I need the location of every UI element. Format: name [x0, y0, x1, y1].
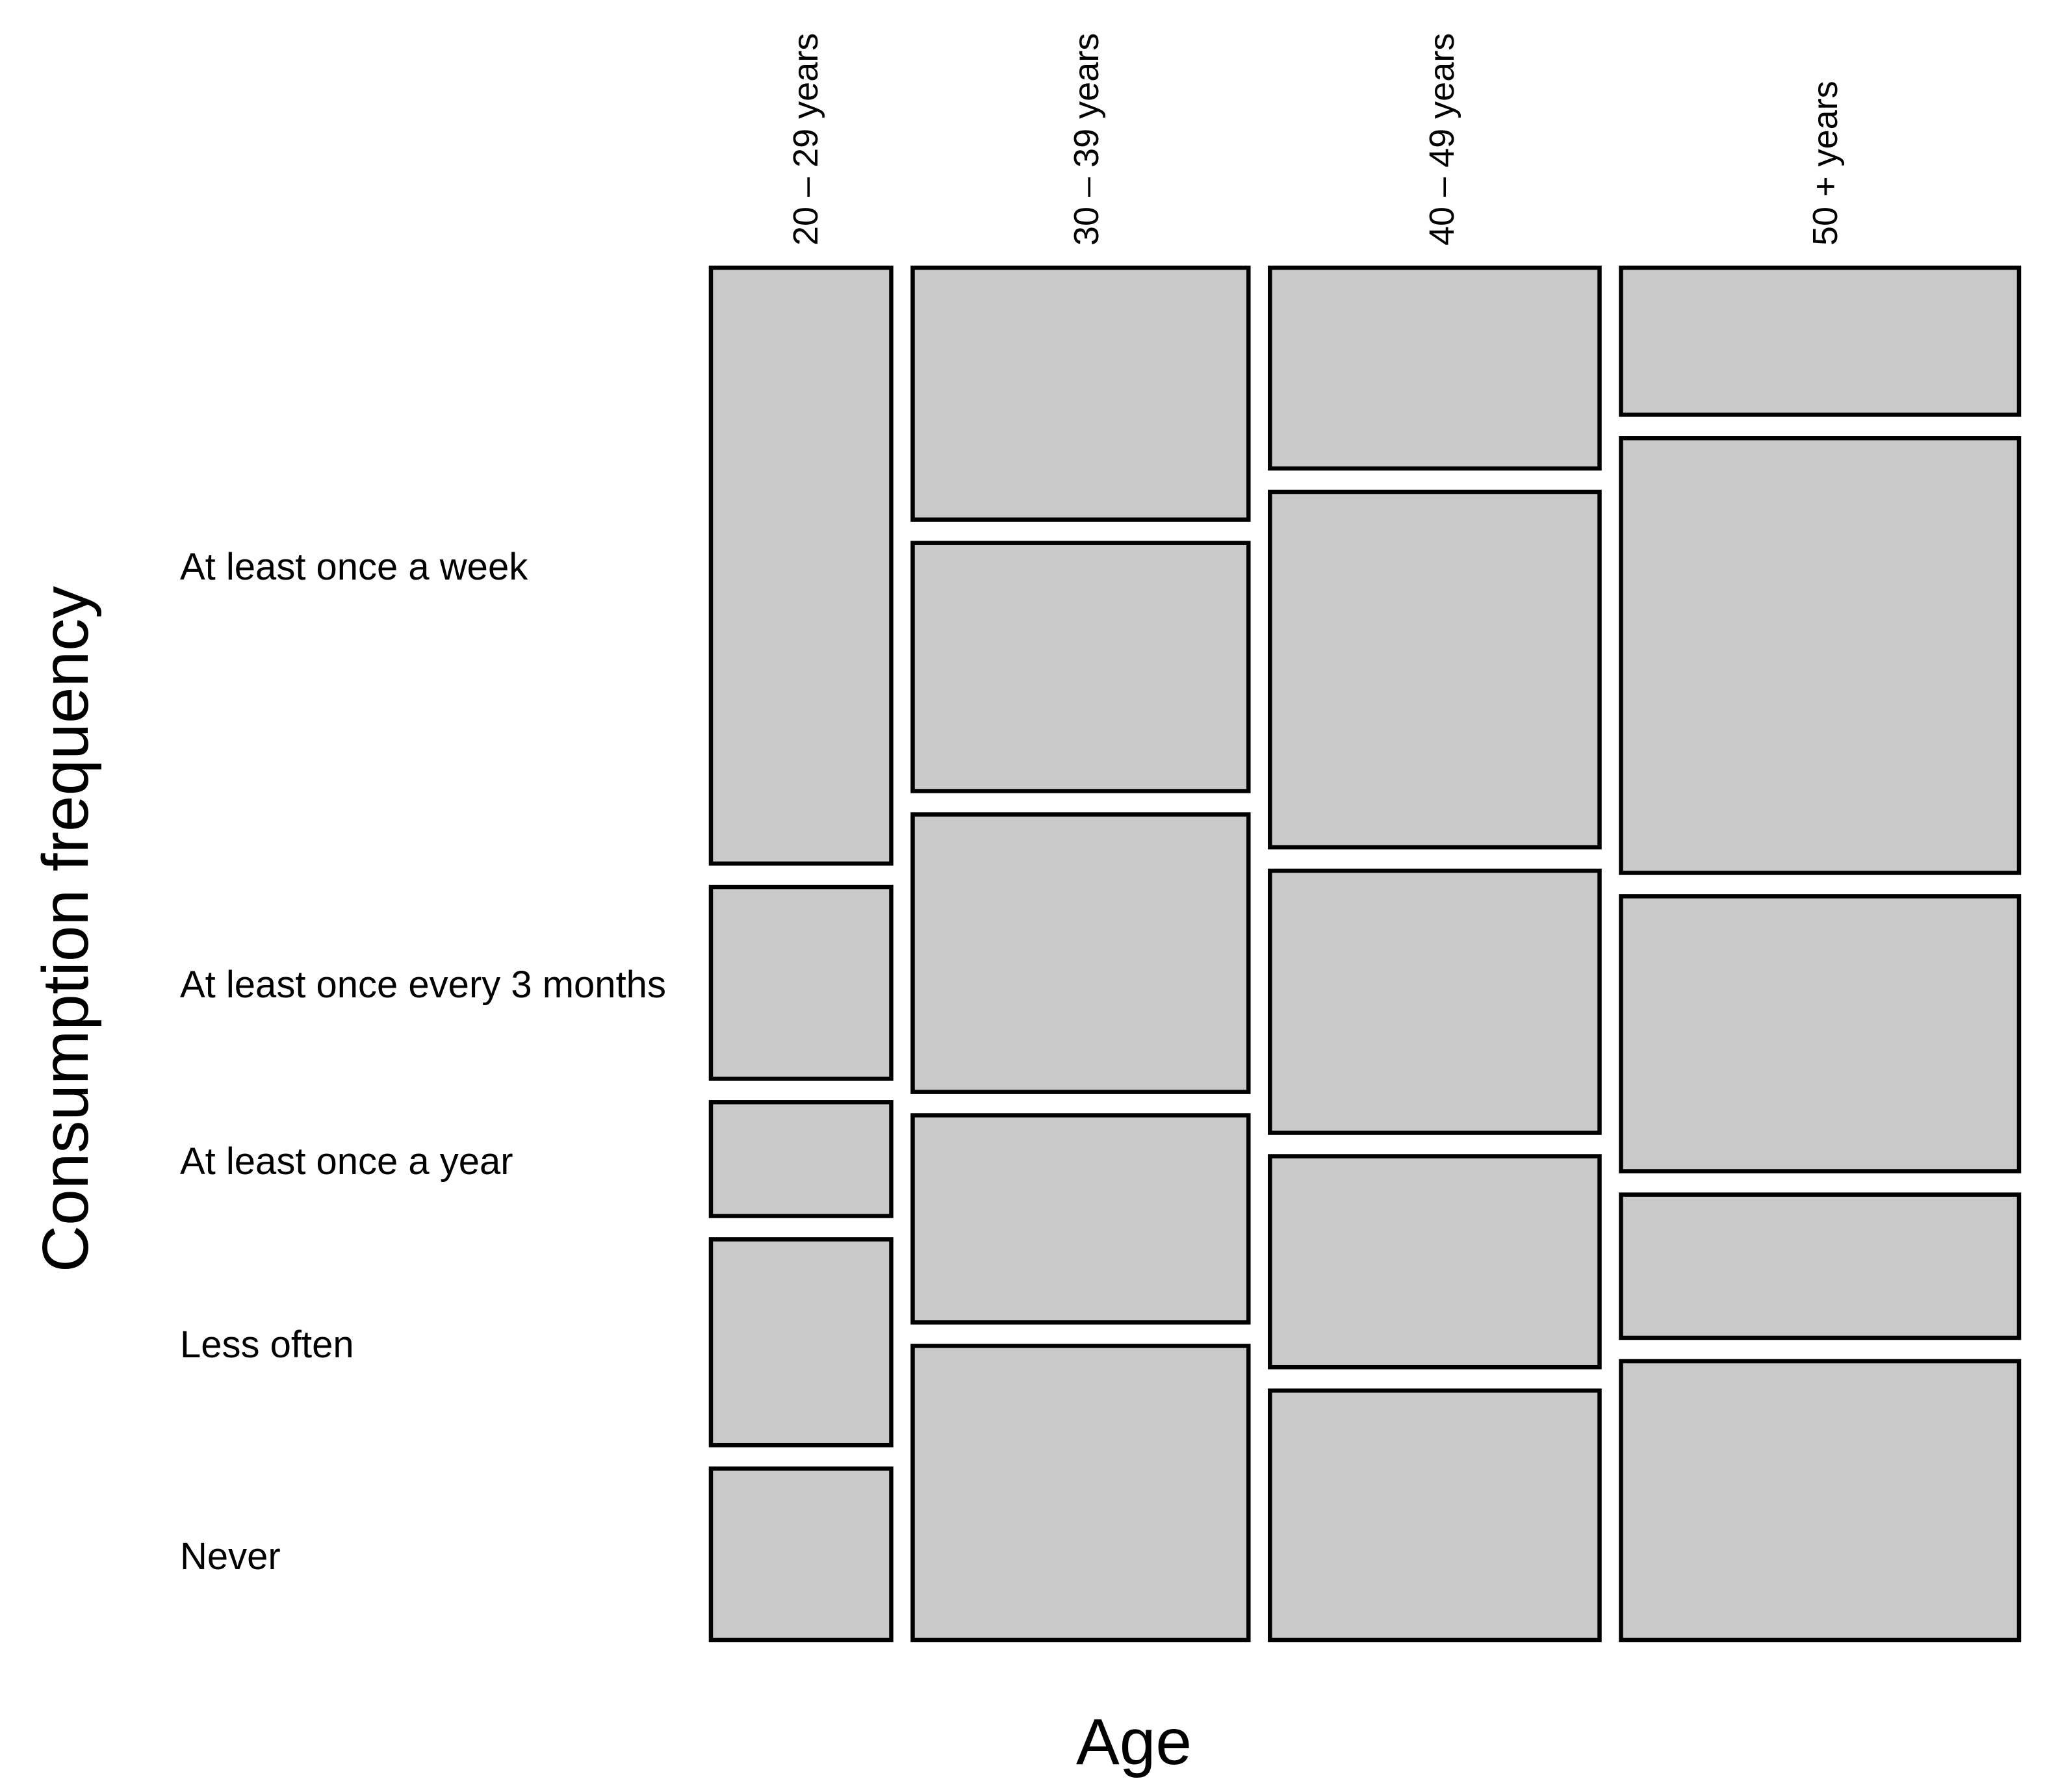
row-label-less-often: Less often: [180, 1324, 354, 1366]
mosaic-cell-age2-freq2: [1268, 868, 1602, 1135]
col-label-50plus: 50 + years: [1806, 81, 1845, 246]
mosaic-cell-age3-freq0: [1619, 265, 2022, 417]
row-label-never: Never: [180, 1535, 281, 1578]
mosaic-cell-age3-freq3: [1619, 1192, 2022, 1340]
mosaic-cells: [708, 265, 2022, 1643]
mosaic-cell-age3-freq1: [1619, 436, 2022, 875]
row-label-every-3-months: At least once every 3 months: [180, 964, 666, 1006]
col-label-40-49: 40 – 49 years: [1422, 33, 1461, 246]
y-axis-title: Consumption frequency: [29, 586, 102, 1272]
mosaic-cell-age1-freq3: [910, 1113, 1251, 1325]
mosaic-cell-age1-freq0: [910, 265, 1251, 522]
mosaic-cell-age0-freq0: [708, 265, 894, 866]
x-axis-title: Age: [1076, 1706, 1192, 1778]
row-label-once-a-week: At least once a week: [180, 546, 528, 588]
mosaic-cell-age1-freq1: [910, 541, 1251, 793]
mosaic-cell-age2-freq4: [1268, 1388, 1602, 1643]
mosaic-cell-age2-freq1: [1268, 489, 1602, 850]
mosaic-cell-age2-freq0: [1268, 265, 1602, 471]
mosaic-cell-age0-freq4: [708, 1466, 894, 1643]
mosaic-cell-age0-freq2: [708, 1100, 894, 1218]
mosaic-cell-age3-freq4: [1619, 1359, 2022, 1643]
col-label-30-39: 30 – 39 years: [1067, 33, 1106, 246]
mosaic-cell-age0-freq1: [708, 884, 894, 1081]
mosaic-cell-age1-freq2: [910, 812, 1251, 1094]
col-label-20-29: 20 – 29 years: [786, 33, 825, 246]
mosaic-cell-age0-freq3: [708, 1237, 894, 1448]
mosaic-cell-age3-freq2: [1619, 894, 2022, 1173]
row-label-once-a-year: At least once a year: [180, 1140, 513, 1183]
mosaic-cell-age1-freq4: [910, 1344, 1251, 1643]
mosaic-cell-age2-freq3: [1268, 1154, 1602, 1370]
